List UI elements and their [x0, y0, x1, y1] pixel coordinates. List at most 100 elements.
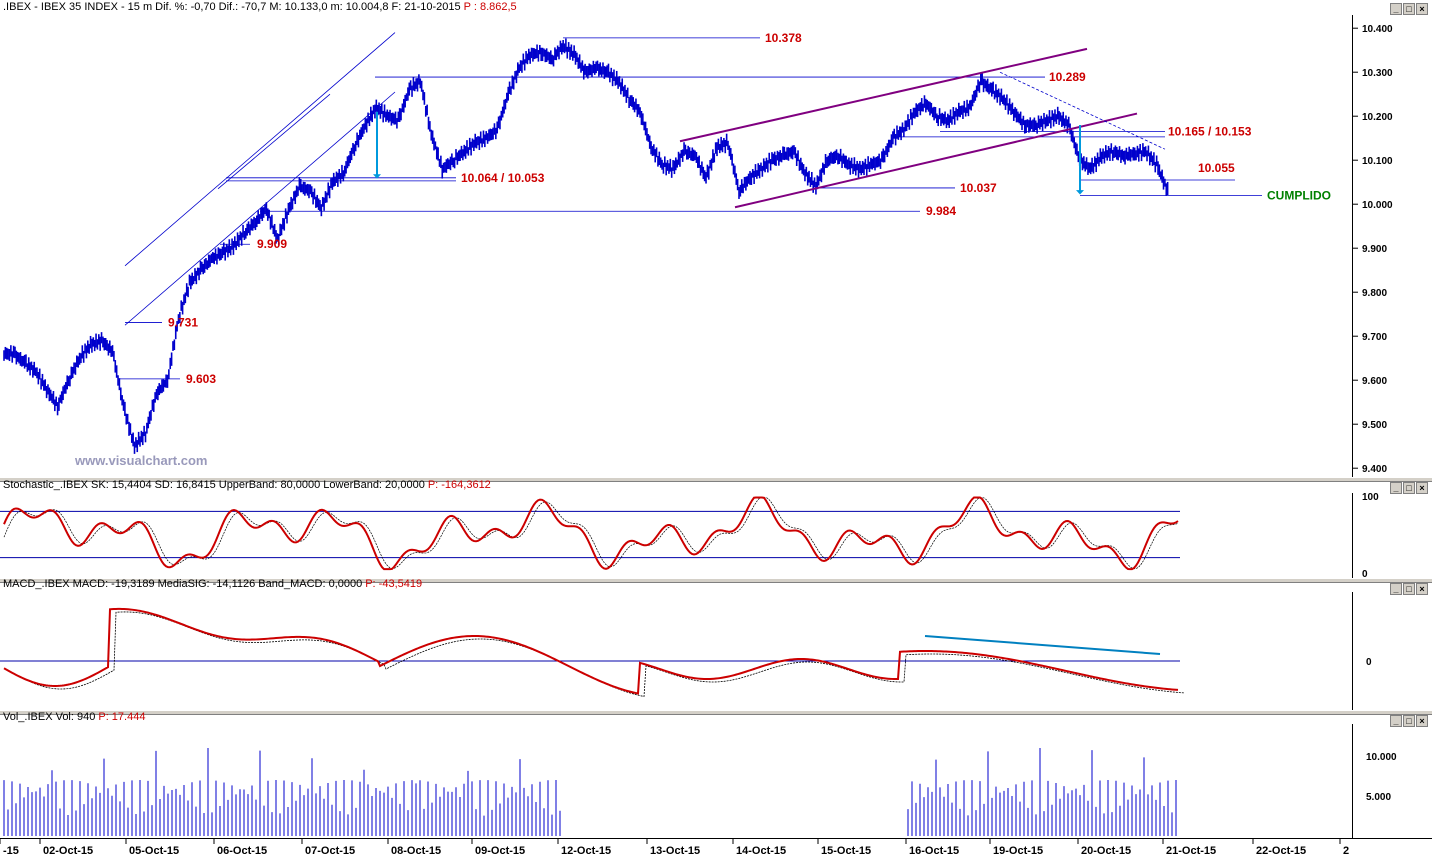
macd-signal: MediaSIG: -14,1126: [157, 578, 256, 590]
date-tick-label: 19-Oct-15: [993, 845, 1043, 857]
dashed-trend-line: [999, 71, 1166, 150]
timeframe-label: 15 m: [127, 1, 153, 13]
close-button[interactable]: ×: [1416, 715, 1428, 727]
level-label: 10.165 / 10.153: [1168, 125, 1252, 139]
level-label: 10.378: [765, 31, 802, 45]
macd-band: Band_MACD: 0,0000: [258, 578, 363, 590]
maximize-button[interactable]: □: [1403, 583, 1415, 595]
vol-window-buttons: _ □ ×: [1390, 715, 1428, 727]
stochastic-pane: Stochastic_.IBEX SK: 15,4404 SD: 16,8415 U…: [0, 479, 1432, 580]
price-window-buttons: _ □ ×: [1390, 3, 1428, 15]
macd-header: MACD_.IBEX MACD: -19,3189 MediaSIG: -14,1…: [0, 577, 425, 592]
stoch-sk: Stochastic_.IBEX SK: 15,4404: [3, 479, 152, 491]
divergence-line: [924, 635, 1161, 655]
date-tick-label: -15: [3, 845, 19, 857]
vol-p: P: 17.444: [98, 711, 146, 723]
date-tick-label: 07-Oct-15: [305, 845, 355, 857]
macd-axis: [1352, 592, 1432, 710]
close-button[interactable]: ×: [1416, 482, 1428, 494]
max-label: M: 10.133,0: [269, 1, 328, 13]
symbol-label: .IBEX - IBEX 35 INDEX -: [3, 1, 125, 13]
price-tick-label: 9.400: [1362, 464, 1387, 475]
stoch-axis: [1352, 493, 1432, 578]
stoch-window-buttons: _ □ ×: [1390, 482, 1428, 494]
price-tick-label: 9.600: [1362, 376, 1387, 387]
date-tick-label: 06-Oct-15: [217, 845, 267, 857]
level-label: 10.037: [960, 181, 997, 195]
date-tick-label: 09-Oct-15: [475, 845, 525, 857]
date-tick-label: 21-Oct-15: [1166, 845, 1216, 857]
vol-tick-label: 5.000: [1366, 792, 1391, 803]
vol-value: Vol_.IBEX Vol: 940: [3, 711, 96, 723]
maximize-button[interactable]: □: [1403, 3, 1415, 15]
vol-header: Vol_.IBEX Vol: 940 P: 17.444: [0, 710, 148, 725]
price-pane: .IBEX - IBEX 35 INDEX -15 m Dif. %: -0,70…: [0, 0, 1432, 477]
price-tick-label: 9.500: [1362, 420, 1387, 431]
level-label: 10.289: [1049, 70, 1086, 84]
dif-pct-label: Dif. %: -0,70: [155, 1, 216, 13]
price-pane-header: .IBEX - IBEX 35 INDEX -15 m Dif. %: -0,70…: [0, 0, 520, 15]
minimize-button[interactable]: _: [1390, 583, 1402, 595]
volume-pane: Vol_.IBEX Vol: 940 P: 17.444 _ □ × 10.000…: [0, 711, 1432, 838]
price-tick-label: 9.700: [1362, 332, 1387, 343]
macd-window-buttons: _ □ ×: [1390, 583, 1428, 595]
price-chart: 10.400 10.300 10.200 10.100 10.000 9.900 9.800…: [3, 24, 1393, 475]
minimize-button[interactable]: _: [1390, 482, 1402, 494]
cumplido-label: CUMPLIDO: [1267, 188, 1331, 202]
price-tick-label: 10.400: [1362, 24, 1393, 35]
purple-channel-upper: [679, 47, 1088, 143]
macd-signal-line: [9, 611, 1185, 697]
price-tick-label: 9.900: [1362, 244, 1387, 255]
stoch-upper: UpperBand: 80,0000: [218, 479, 321, 491]
measure-arrow-head: [1076, 190, 1084, 195]
date-tick-label: 22-Oct-15: [1256, 845, 1306, 857]
macd-value: MACD_.IBEX MACD: -19,3189: [3, 578, 155, 590]
level-label: 9.603: [186, 372, 216, 386]
purple-channel-lower: [734, 112, 1138, 209]
dif-label: Dif.: -70,7: [218, 1, 267, 13]
stoch-p: P: -164,3612: [427, 479, 491, 491]
macd-line: [3, 607, 1179, 695]
close-button[interactable]: ×: [1416, 3, 1428, 15]
date-tick-label: 20-Oct-15: [1081, 845, 1131, 857]
date-tick-label: 02-Oct-15: [43, 845, 93, 857]
date-tick-label: 15-Oct-15: [821, 845, 871, 857]
level-label: 10.064 / 10.053: [461, 171, 545, 185]
volume-chart: 10.000 5.000: [3, 748, 1397, 836]
price-axis: [1352, 15, 1432, 477]
min-label: m: 10.004,8: [330, 1, 389, 13]
close-button[interactable]: ×: [1416, 583, 1428, 595]
date-label: F: 21-10-2015: [391, 1, 461, 13]
date-tick-label: 13-Oct-15: [650, 845, 700, 857]
date-tick-label: 2: [1343, 845, 1349, 857]
stoch-sd: SD: 16,8415: [154, 479, 216, 491]
date-tick-label: 12-Oct-15: [561, 845, 611, 857]
minimize-button[interactable]: _: [1390, 3, 1402, 15]
date-tick-label: 05-Oct-15: [129, 845, 179, 857]
date-axis-svg: -15 02-Oct-15 05-Oct-15 06-Oct-15 07-Oct-15 0…: [0, 839, 1349, 857]
price-tick-label: 10.000: [1362, 200, 1393, 211]
stoch-tick-label: 0: [1362, 569, 1368, 580]
channel-upper-line: [124, 32, 396, 267]
macd-pane: MACD_.IBEX MACD: -19,3189 MediaSIG: -14,1…: [0, 578, 1432, 710]
channel-mid-line: [217, 93, 331, 190]
date-axis: -15 02-Oct-15 05-Oct-15 06-Oct-15 07-Oct-15 0…: [0, 838, 1432, 858]
minimize-button[interactable]: _: [1390, 715, 1402, 727]
level-label: 10.055: [1198, 161, 1235, 175]
maximize-button[interactable]: □: [1403, 482, 1415, 494]
level-label: 9.909: [257, 237, 287, 251]
stoch-lower: LowerBand: 20,0000: [323, 479, 425, 491]
stochastic-chart: 100 0: [0, 492, 1379, 580]
date-tick-label: 08-Oct-15: [391, 845, 441, 857]
level-label: 9.731: [168, 316, 198, 330]
measure-arrow-head: [373, 174, 381, 179]
macd-tick-label: 0: [1366, 657, 1372, 668]
vol-axis: [1352, 724, 1432, 838]
date-tick-label: 16-Oct-15: [909, 845, 959, 857]
date-tick-label: 14-Oct-15: [736, 845, 786, 857]
stoch-sk-line: [3, 496, 1179, 571]
vol-tick-label: 10.000: [1366, 752, 1397, 763]
p-label: P : 8.862,5: [463, 1, 517, 13]
stoch-tick-label: 100: [1362, 492, 1379, 503]
maximize-button[interactable]: □: [1403, 715, 1415, 727]
